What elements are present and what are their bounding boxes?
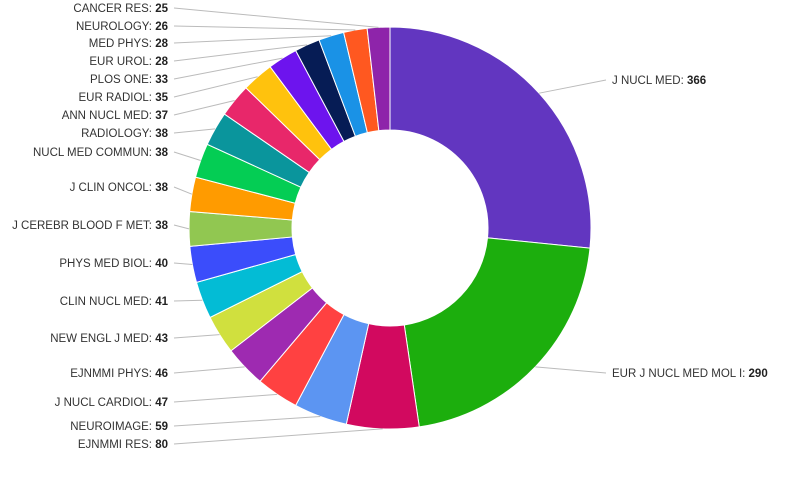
slice-j-nucl-med[interactable] — [389, 26, 592, 249]
leader-line-eur-j-nucl-med-mol-i — [535, 366, 607, 374]
slice-label-value: 33 — [155, 74, 168, 86]
slice-label-radiology: RADIOLOGY: 38 — [81, 128, 169, 140]
slice-label-name: EJNMMI RES: — [78, 439, 155, 451]
slice-label-name: J CEREBR BLOOD F MET: — [12, 220, 155, 232]
slice-label-clin-nucl-med: CLIN NUCL MED: 41 — [60, 296, 169, 308]
leader-line-new-engl-j-med — [173, 334, 220, 339]
slice-label-name: J NUCL CARDIOL: — [55, 397, 156, 409]
slice-label-value: 40 — [155, 258, 168, 270]
leader-line-plos-one — [173, 57, 283, 80]
leader-line-nucl-med-commun — [173, 151, 201, 161]
slice-label-name: PHYS MED BIOL: — [59, 258, 155, 270]
slice-label-value: 38 — [155, 128, 168, 140]
slice-label-new-engl-j-med: NEW ENGL J MED: 43 — [50, 333, 168, 345]
slice-label-name: RADIOLOGY: — [81, 128, 155, 140]
slice-label-neuroimage: NEUROIMAGE: 59 — [70, 421, 168, 433]
slice-label-value: 46 — [155, 368, 168, 380]
leader-lines-group — [173, 7, 607, 445]
slice-label-name: CANCER RES: — [73, 3, 155, 15]
slice-label-name: NEUROIMAGE: — [70, 421, 155, 433]
slice-label-name: NUCL MED COMMUN: — [33, 147, 155, 159]
slice-label-name: EUR RADIOL: — [79, 92, 156, 104]
slice-label-name: J NUCL MED: — [612, 75, 687, 87]
slice-label-value: 26 — [155, 21, 168, 33]
slice-label-j-nucl-med: J NUCL MED: 366 — [612, 75, 706, 87]
slice-label-name: NEUROLOGY: — [76, 21, 155, 33]
leader-line-ejnmmi-phys — [173, 366, 245, 374]
slice-label-value: 35 — [155, 92, 168, 104]
slice-label-cancer-res: CANCER RES: 25 — [73, 3, 168, 15]
slice-label-j-nucl-cardiol: J NUCL CARDIOL: 47 — [55, 397, 168, 409]
slice-label-value: 28 — [155, 38, 168, 50]
leader-line-med-phys — [173, 35, 332, 44]
slice-label-eur-j-nucl-med-mol-i: EUR J NUCL MED MOL I: 290 — [612, 368, 768, 380]
leader-line-ann-nucl-med — [173, 100, 235, 116]
slice-label-name: NEW ENGL J MED: — [50, 333, 155, 345]
slice-label-plos-one: PLOS ONE: 33 — [90, 74, 168, 86]
leader-line-j-nucl-cardiol — [173, 393, 278, 403]
slice-label-neurology: NEUROLOGY: 26 — [76, 21, 168, 33]
slice-label-name: MED PHYS: — [89, 38, 155, 50]
leader-line-neurology — [173, 25, 356, 31]
slice-label-value: 28 — [155, 56, 168, 68]
slice-label-name: EUR UROL: — [89, 56, 155, 68]
leader-line-ejnmmi-res — [173, 428, 383, 445]
slices-group — [188, 26, 592, 430]
slice-label-j-clin-oncol: J CLIN ONCOL: 38 — [70, 182, 169, 194]
slice-label-name: ANN NUCL MED: — [62, 110, 156, 122]
slice-label-value: 37 — [155, 110, 168, 122]
slice-label-eur-urol: EUR UROL: 28 — [89, 56, 168, 68]
slice-label-name: CLIN NUCL MED: — [60, 296, 155, 308]
slice-label-value: 47 — [155, 397, 168, 409]
slice-label-name: PLOS ONE: — [90, 74, 155, 86]
slice-eur-j-nucl-med-mol-i[interactable] — [403, 237, 591, 428]
slice-label-ann-nucl-med: ANN NUCL MED: 37 — [62, 110, 168, 122]
leader-line-j-clin-oncol — [173, 186, 193, 195]
leader-line-j-cerebr-blood-f-met — [173, 224, 190, 230]
leader-line-phys-med-biol — [173, 262, 193, 266]
leader-line-cancer-res — [173, 7, 379, 28]
slice-label-value: 38 — [155, 147, 168, 159]
slice-label-name: J CLIN ONCOL: — [70, 182, 156, 194]
slice-label-value: 290 — [749, 368, 768, 380]
slice-label-phys-med-biol: PHYS MED BIOL: 40 — [59, 258, 168, 270]
slice-label-name: EJNMMI PHYS: — [70, 368, 155, 380]
slice-label-med-phys: MED PHYS: 28 — [89, 38, 169, 50]
slice-cancer-res[interactable] — [366, 26, 391, 132]
slice-label-value: 25 — [155, 3, 168, 15]
slice-label-j-cerebr-blood-f-met: J CEREBR BLOOD F MET: 38 — [12, 220, 169, 232]
leader-line-neuroimage — [173, 416, 321, 427]
slice-label-value: 41 — [155, 296, 168, 308]
slice-label-name: EUR J NUCL MED MOL I: — [612, 368, 749, 380]
slice-label-value: 366 — [687, 75, 706, 87]
slice-label-value: 80 — [155, 439, 168, 451]
leader-line-eur-urol — [173, 44, 308, 62]
leader-line-clin-nucl-med — [173, 299, 203, 302]
slice-label-eur-radiol: EUR RADIOL: 35 — [79, 92, 169, 104]
slice-label-value: 38 — [155, 220, 168, 232]
leader-line-eur-radiol — [173, 76, 258, 98]
slice-label-ejnmmi-res: EJNMMI RES: 80 — [78, 439, 168, 451]
slice-label-value: 38 — [155, 182, 168, 194]
slice-label-ejnmmi-phys: EJNMMI PHYS: 46 — [70, 368, 168, 380]
leader-line-j-nucl-med — [538, 79, 607, 94]
slice-label-value: 59 — [155, 421, 168, 433]
slice-label-value: 43 — [155, 333, 168, 345]
slice-label-nucl-med-commun: NUCL MED COMMUN: 38 — [33, 147, 169, 159]
slice-labels-group: J NUCL MED: 366 EUR J NUCL MED MOL I: 290… — [12, 3, 768, 451]
leader-line-radiology — [173, 128, 216, 134]
